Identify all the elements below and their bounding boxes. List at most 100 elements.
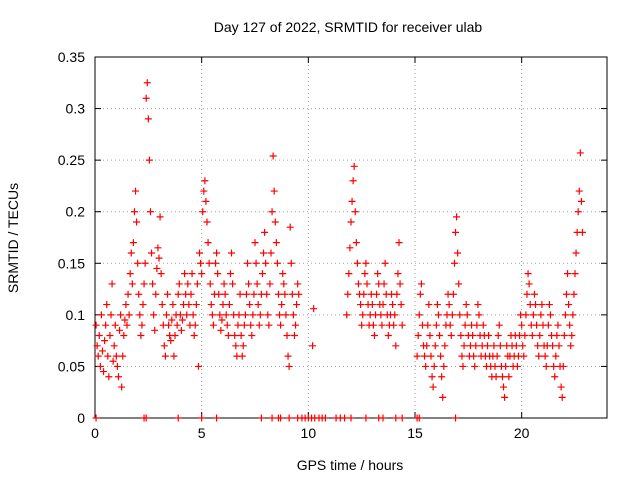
data-point [158, 301, 166, 309]
data-point [284, 352, 292, 360]
data-point [208, 311, 216, 319]
data-point [213, 414, 221, 422]
data-point [225, 301, 233, 309]
data-point [94, 352, 102, 360]
data-point [98, 347, 106, 355]
data-point [258, 270, 266, 278]
data-point [247, 321, 255, 329]
data-point [440, 362, 448, 370]
data-point [273, 259, 281, 267]
data-point [178, 316, 186, 324]
data-point [196, 249, 204, 257]
data-point [529, 311, 537, 319]
data-point [239, 342, 247, 350]
data-point [424, 321, 432, 329]
data-point [241, 311, 249, 319]
data-point [219, 301, 227, 309]
data-point [471, 362, 479, 370]
data-point [455, 280, 463, 288]
data-point [151, 326, 159, 334]
data-point [253, 280, 261, 288]
data-point [496, 342, 504, 350]
data-point [93, 342, 101, 350]
data-point [251, 239, 259, 247]
data-point [560, 331, 568, 339]
data-point [169, 301, 177, 309]
y-tick-label: 0.3 [66, 101, 86, 117]
data-point [142, 94, 150, 102]
y-tick-label: 0.1 [66, 307, 86, 323]
data-point [485, 331, 493, 339]
data-point [450, 259, 458, 267]
y-tick-label: 0.05 [58, 358, 85, 374]
data-point [202, 197, 210, 205]
data-point [266, 280, 274, 288]
data-point [246, 301, 254, 309]
data-point [458, 352, 466, 360]
data-point [174, 290, 182, 298]
data-point [200, 187, 208, 195]
data-point [550, 362, 558, 370]
data-point [542, 362, 550, 370]
data-point [149, 280, 157, 288]
data-point [204, 239, 212, 247]
data-point [92, 414, 100, 422]
data-point [453, 213, 461, 221]
data-point [538, 301, 546, 309]
data-point [469, 331, 477, 339]
data-point [370, 331, 378, 339]
data-point [321, 414, 329, 422]
y-tick-label: 0.2 [66, 204, 86, 220]
data-point [221, 290, 229, 298]
data-point [120, 331, 128, 339]
data-point [127, 249, 135, 257]
data-point [415, 311, 423, 319]
data-point [346, 244, 354, 252]
data-point [448, 311, 456, 319]
data-point [150, 311, 158, 319]
data-point [292, 321, 300, 329]
data-point [518, 321, 526, 329]
data-point [263, 290, 271, 298]
data-point [215, 290, 223, 298]
data-point [441, 342, 449, 350]
data-point [570, 290, 578, 298]
data-point [290, 331, 298, 339]
data-point [498, 373, 506, 381]
data-point [237, 331, 245, 339]
data-point [549, 342, 557, 350]
data-point [97, 311, 105, 319]
data-point [381, 259, 389, 267]
data-point [361, 270, 369, 278]
data-point [447, 331, 455, 339]
data-point [492, 373, 500, 381]
data-point [240, 321, 248, 329]
data-point [449, 290, 457, 298]
data-point [148, 249, 156, 257]
data-point [207, 301, 215, 309]
data-point [118, 383, 126, 391]
data-point [220, 280, 228, 288]
data-point [277, 321, 285, 329]
data-point [155, 254, 163, 262]
data-point [128, 280, 136, 288]
data-point [574, 208, 582, 216]
data-point [536, 331, 544, 339]
data-point [352, 239, 360, 247]
data-point [213, 249, 221, 257]
data-point [421, 352, 429, 360]
data-point [537, 311, 545, 319]
data-point [460, 342, 468, 350]
data-point [558, 393, 566, 401]
data-point [380, 280, 388, 288]
data-point [398, 321, 406, 329]
data-point [102, 321, 110, 329]
data-point [295, 290, 303, 298]
data-point [344, 290, 352, 298]
data-point [184, 280, 192, 288]
data-point [144, 115, 152, 123]
data-point [209, 321, 217, 329]
data-point [360, 290, 368, 298]
data-point [457, 331, 465, 339]
y-axis-label: SRMTID / TECUs [5, 183, 21, 293]
